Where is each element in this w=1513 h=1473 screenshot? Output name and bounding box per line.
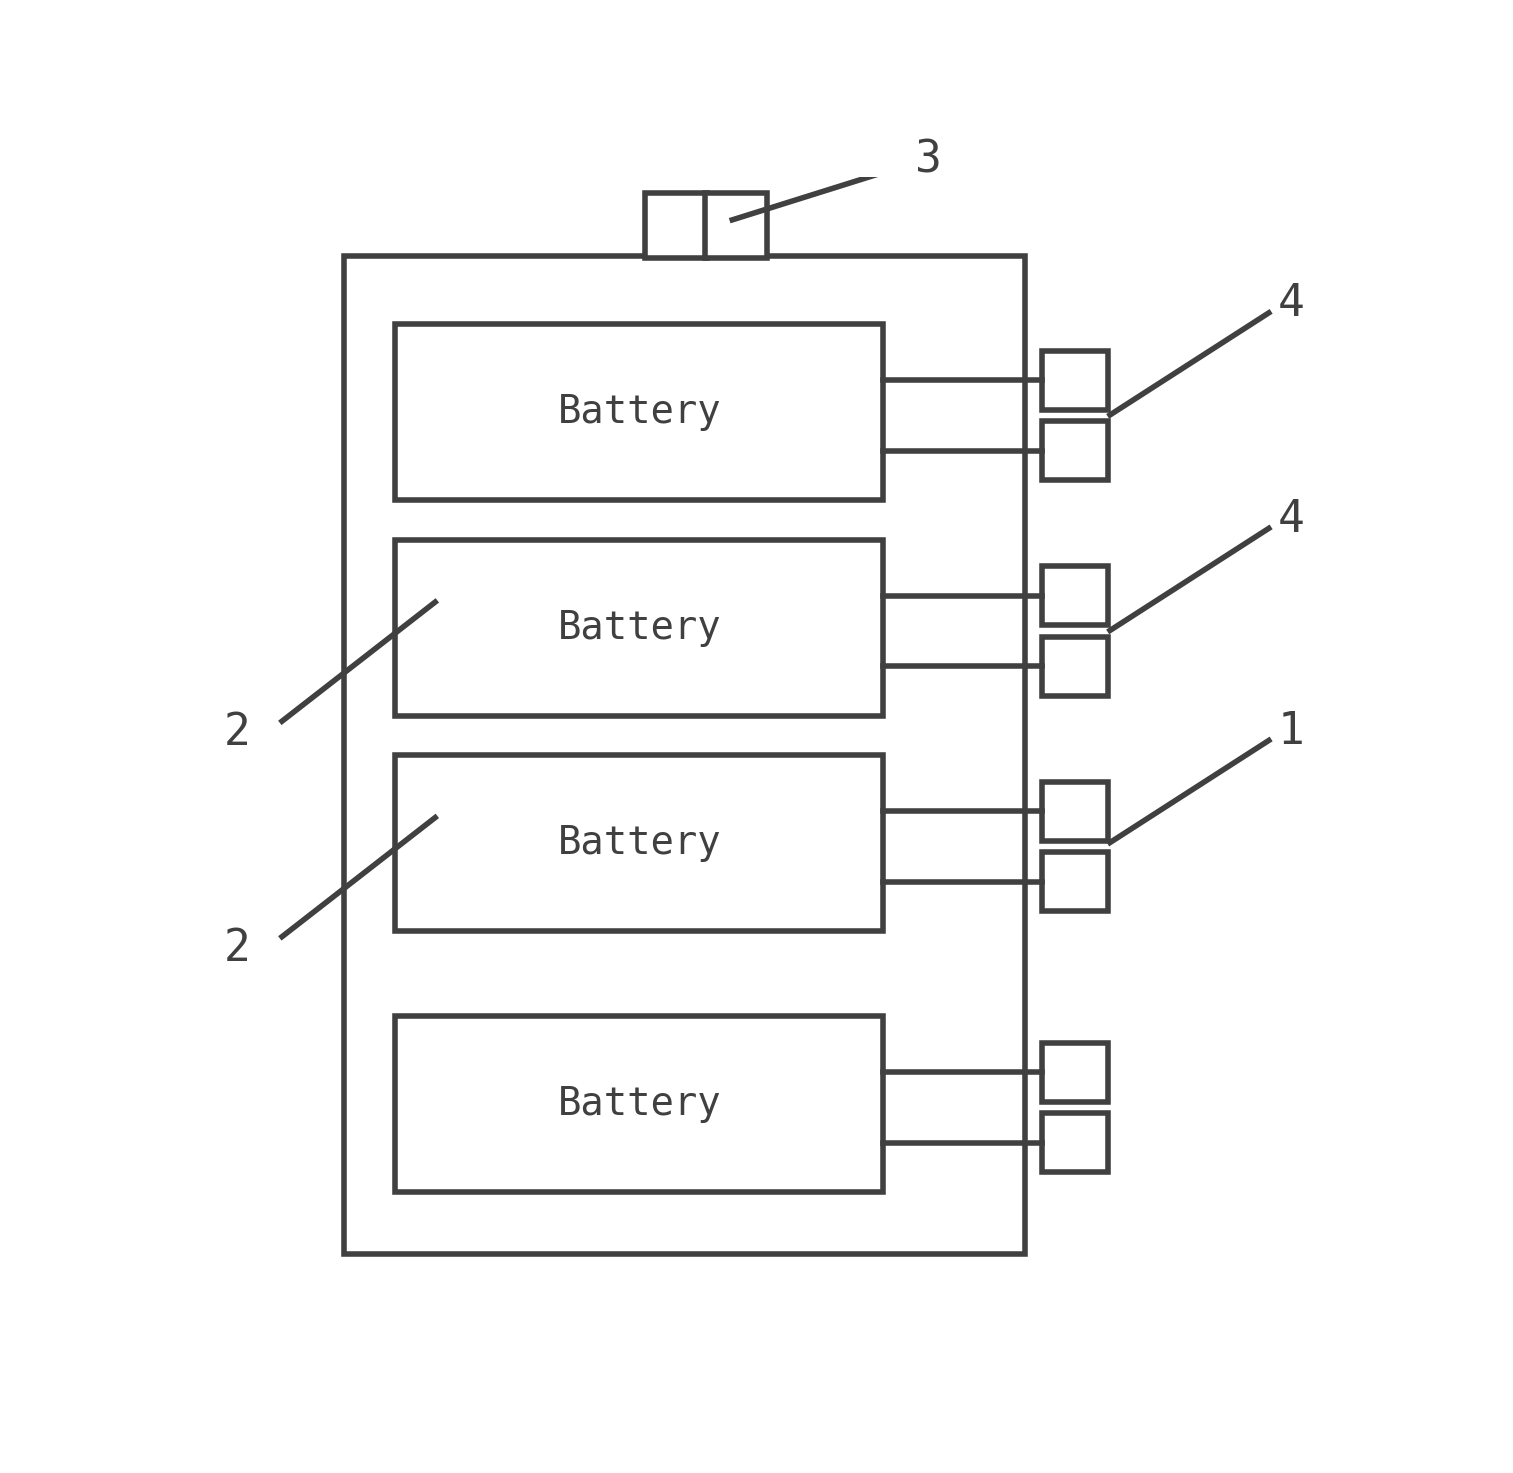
- Text: 3: 3: [915, 138, 943, 181]
- Text: 4: 4: [1278, 283, 1304, 326]
- Text: 4: 4: [1278, 498, 1304, 541]
- Bar: [1042, 782, 1108, 841]
- Bar: [395, 1016, 884, 1192]
- Text: Battery: Battery: [557, 1086, 722, 1122]
- Text: Battery: Battery: [557, 823, 722, 862]
- Bar: [1042, 567, 1108, 626]
- Text: Battery: Battery: [557, 393, 722, 432]
- Text: 2: 2: [224, 927, 250, 969]
- Bar: [395, 539, 884, 716]
- Text: 2: 2: [224, 711, 250, 754]
- Bar: [1042, 421, 1108, 480]
- Bar: [1042, 853, 1108, 912]
- Bar: [645, 193, 708, 258]
- Bar: [1042, 351, 1108, 409]
- Text: Battery: Battery: [557, 608, 722, 647]
- Bar: [395, 324, 884, 499]
- Bar: [1042, 1114, 1108, 1173]
- Bar: [1042, 1043, 1108, 1102]
- Bar: [1042, 636, 1108, 695]
- Text: 1: 1: [1278, 710, 1304, 753]
- Bar: [395, 756, 884, 931]
- Bar: [345, 256, 1024, 1255]
- Bar: [705, 193, 767, 258]
